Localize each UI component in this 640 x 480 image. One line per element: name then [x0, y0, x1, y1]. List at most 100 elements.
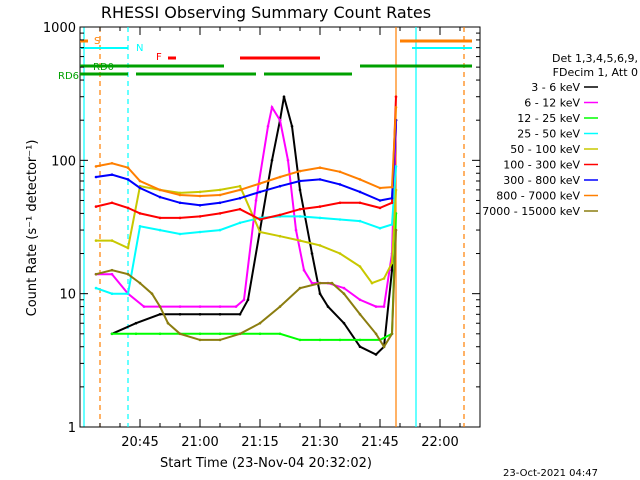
data-point [278, 184, 282, 188]
data-point [378, 226, 382, 230]
data-point [126, 272, 130, 276]
data-point [394, 165, 398, 168]
data-point [110, 239, 114, 242]
observing-flag-bars: S N F RD0 RD6 [58, 36, 472, 82]
data-point [338, 218, 342, 221]
legend-entry-label: 3 - 6 keV [531, 81, 580, 94]
data-point [138, 212, 142, 215]
data-point [318, 166, 322, 169]
flag-bar [92, 64, 224, 68]
flag-bar [80, 64, 92, 68]
chart-title: RHESSI Observing Summary Count Rates [101, 3, 431, 22]
data-point [158, 216, 162, 220]
legend-entry-label: 7000 - 15000 keV [482, 205, 580, 218]
data-point [178, 232, 182, 236]
series-line [95, 230, 397, 349]
data-point [318, 338, 322, 342]
data-point [318, 281, 322, 285]
data-point [138, 281, 142, 285]
y-axis-label: Count Rate (s⁻¹ detector⁻¹) [25, 140, 40, 317]
flag-bar [264, 72, 352, 76]
data-point [382, 305, 386, 308]
data-point [258, 182, 262, 185]
flag-bar [240, 56, 320, 60]
data-point [198, 332, 202, 336]
data-point [254, 199, 258, 202]
x-tick-label: 21:45 [361, 435, 398, 450]
data-point [338, 183, 342, 186]
data-point [278, 305, 282, 308]
data-point [266, 125, 270, 128]
data-point [330, 281, 334, 285]
data-point [110, 201, 114, 205]
data-point [338, 252, 342, 255]
legend-entry-label: 800 - 7000 keV [496, 190, 580, 203]
data-point [94, 205, 98, 208]
x-tick-label: 22:00 [421, 435, 458, 450]
data-point [94, 239, 98, 242]
data-point [134, 332, 138, 336]
x-tick-label: 21:15 [241, 435, 278, 450]
data-point [238, 332, 242, 336]
series-line [95, 107, 397, 198]
data-point [390, 332, 394, 336]
data-point [238, 207, 242, 211]
data-point [258, 218, 262, 221]
x-tick-label: 21:30 [301, 435, 338, 450]
y-tick-label: 100 [51, 154, 76, 169]
flag-label: S [94, 36, 100, 47]
data-point [390, 223, 394, 226]
data-point [298, 338, 302, 342]
data-point [134, 321, 138, 325]
data-point [358, 345, 362, 349]
data-point [358, 313, 362, 316]
data-point [218, 228, 222, 232]
data-point [198, 190, 202, 194]
data-point [110, 292, 114, 296]
data-point [158, 313, 162, 316]
data-point [94, 286, 98, 290]
data-point [270, 106, 274, 109]
data-point [298, 239, 302, 242]
data-point [318, 178, 322, 181]
data-point [374, 305, 378, 308]
data-point [298, 188, 302, 192]
data-point [198, 194, 202, 198]
data-point [178, 193, 182, 197]
flag-label: N [136, 43, 143, 54]
data-point [218, 201, 222, 205]
data-point [238, 313, 242, 316]
data-point [358, 265, 362, 268]
data-point [342, 321, 346, 325]
data-point [198, 230, 202, 234]
series-line [95, 96, 397, 221]
data-point [158, 195, 162, 199]
data-point [238, 196, 242, 200]
data-point [150, 292, 154, 296]
y-tick-label: 1 [68, 421, 76, 436]
x-axis-label: Start Time (23-Nov-04 20:32:02) [160, 456, 372, 471]
data-point [126, 166, 130, 169]
data-point [374, 353, 378, 356]
data-point [218, 212, 222, 215]
data-point [278, 118, 282, 122]
data-point [234, 305, 238, 308]
data-point [142, 305, 146, 308]
legend-entry-label: 6 - 12 keV [524, 97, 580, 110]
series-line [96, 104, 397, 308]
data-point [158, 332, 162, 336]
data-point [338, 170, 342, 174]
data-point [286, 159, 290, 162]
data-point [126, 292, 130, 296]
data-point [178, 332, 182, 336]
data-point [178, 201, 182, 205]
flag-bar [360, 64, 472, 68]
flag-label: RD0 [93, 62, 114, 73]
data-point [358, 298, 362, 302]
data-point [178, 305, 182, 308]
series-line [96, 185, 397, 285]
legend-header: FDecim 1, Att 0 [553, 66, 638, 79]
data-point [218, 193, 222, 197]
data-point [394, 188, 398, 192]
